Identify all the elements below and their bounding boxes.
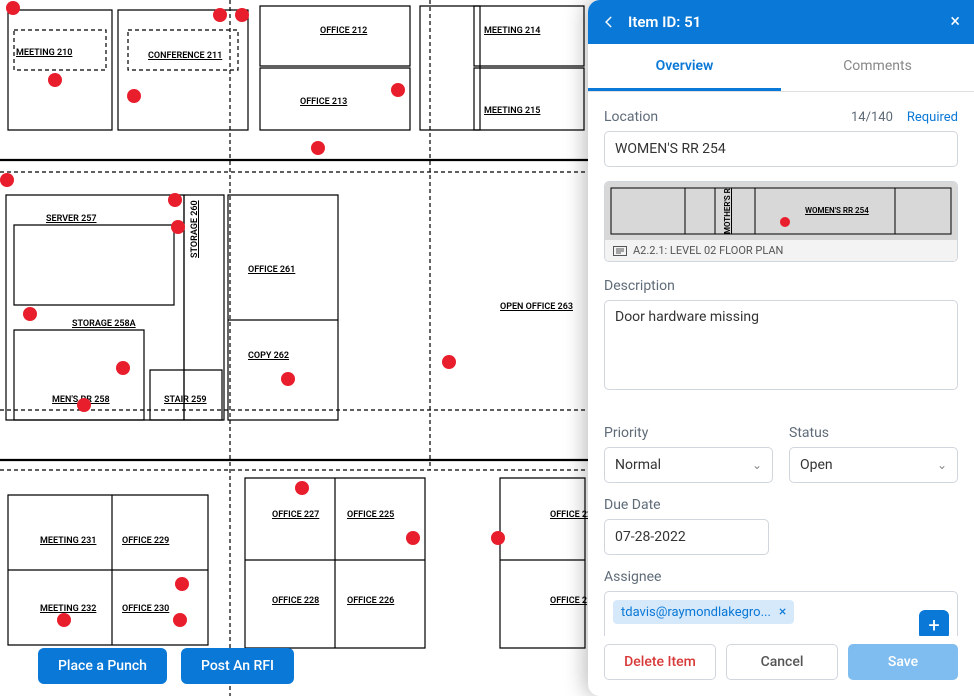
punch-marker[interactable] <box>391 83 405 97</box>
status-label: Status <box>789 425 829 441</box>
punch-marker[interactable] <box>281 372 295 386</box>
item-detail-panel: Item ID: 51 × Overview Comments Location… <box>588 0 974 696</box>
tab-comments[interactable]: Comments <box>781 44 974 91</box>
punch-marker[interactable] <box>235 8 249 22</box>
location-required-label: Required <box>907 110 958 125</box>
status-select[interactable]: Open ⌄ <box>789 447 958 483</box>
location-input[interactable] <box>604 131 958 167</box>
punch-marker[interactable] <box>491 531 505 545</box>
panel-title: Item ID: 51 <box>628 13 938 31</box>
punch-marker[interactable] <box>406 531 420 545</box>
punch-marker[interactable] <box>295 481 309 495</box>
punch-marker[interactable] <box>213 8 227 22</box>
punch-marker[interactable] <box>48 73 62 87</box>
description-label: Description <box>604 278 958 294</box>
tab-overview[interactable]: Overview <box>588 44 781 91</box>
back-icon[interactable] <box>602 15 616 29</box>
due-date-label: Due Date <box>604 497 958 513</box>
assignee-chip[interactable]: tdavis@raymondlakegro... × <box>613 600 794 624</box>
punch-marker[interactable] <box>0 173 14 187</box>
save-button[interactable]: Save <box>848 644 958 680</box>
due-date-input[interactable]: 07-28-2022 <box>604 519 769 555</box>
punch-marker[interactable] <box>311 141 325 155</box>
punch-marker[interactable] <box>116 361 130 375</box>
close-icon[interactable]: × <box>950 13 960 31</box>
punch-marker[interactable] <box>173 613 187 627</box>
panel-footer: Delete Item Cancel Save <box>588 636 974 696</box>
punch-marker[interactable] <box>175 577 189 591</box>
post-rfi-button[interactable]: Post An RFI <box>181 648 294 684</box>
panel-header: Item ID: 51 × <box>588 0 974 44</box>
assignee-input[interactable]: tdavis@raymondlakegro... × + <box>604 591 958 636</box>
chevron-down-icon: ⌄ <box>937 458 947 472</box>
delete-item-button[interactable]: Delete Item <box>604 644 716 680</box>
assignee-label: Assignee <box>604 569 958 585</box>
cancel-button[interactable]: Cancel <box>726 644 838 680</box>
map-caption: A2.2.1: LEVEL 02 FLOOR PLAN <box>605 240 957 261</box>
location-char-count: 14/140 <box>851 110 893 125</box>
punch-marker[interactable] <box>168 193 182 207</box>
location-label: Location <box>604 109 658 125</box>
place-punch-button[interactable]: Place a Punch <box>38 648 167 684</box>
chip-remove-icon[interactable]: × <box>779 604 786 620</box>
chip-text: tdavis@raymondlakegro... <box>621 605 771 620</box>
priority-select[interactable]: Normal ⌄ <box>604 447 773 483</box>
sheet-icon <box>613 246 627 256</box>
panel-body: Location 14/140 Required WOMEN'S RR 254M… <box>588 92 974 636</box>
punch-marker[interactable] <box>57 613 71 627</box>
punch-marker[interactable] <box>77 398 91 412</box>
add-assignee-button[interactable]: + <box>919 610 949 636</box>
punch-marker[interactable] <box>442 355 456 369</box>
panel-tabs: Overview Comments <box>588 44 974 92</box>
punch-marker[interactable] <box>171 220 185 234</box>
punch-marker[interactable] <box>6 1 20 15</box>
chevron-down-icon: ⌄ <box>752 458 762 472</box>
description-input[interactable] <box>604 300 958 390</box>
punch-marker[interactable] <box>23 307 37 321</box>
priority-label: Priority <box>604 425 648 441</box>
punch-marker[interactable] <box>127 89 141 103</box>
location-map-thumbnail[interactable]: WOMEN'S RR 254MOTHER'S R A2.2.1: LEVEL 0… <box>604 181 958 262</box>
floorplan-viewport[interactable]: MEETING 210CONFERENCE 211OFFICE 212OFFIC… <box>0 0 588 696</box>
